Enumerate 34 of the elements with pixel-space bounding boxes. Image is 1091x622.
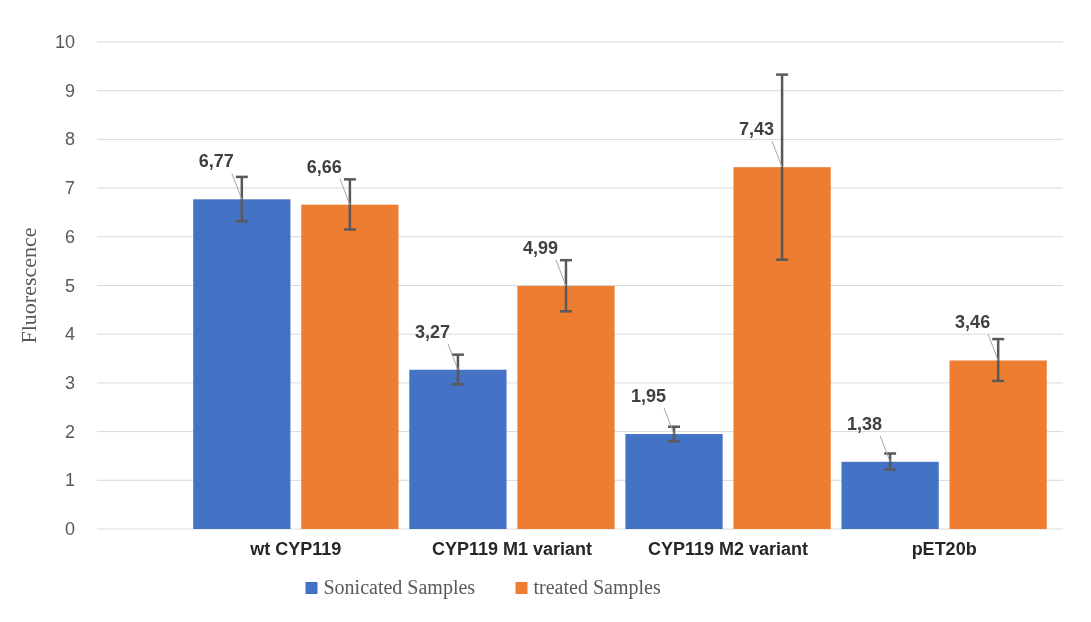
x-tick-label: wt CYP119 [249, 539, 342, 559]
data-label: 6,66 [306, 156, 342, 177]
bar [517, 285, 615, 529]
y-tick-label: 6 [64, 226, 75, 247]
data-label: 1,95 [630, 386, 667, 407]
y-tick-label: 4 [64, 324, 75, 345]
data-label: 4,99 [522, 237, 558, 258]
data-label: 6,77 [198, 151, 234, 172]
bar [625, 434, 723, 529]
bar [733, 167, 831, 529]
data-label: 3,46 [955, 312, 991, 333]
data-label: 7,43 [739, 119, 775, 140]
x-tick-label: CYP119 M1 variant [431, 539, 592, 559]
bar [193, 199, 291, 529]
y-tick-label: 0 [64, 519, 75, 539]
data-label: 3,27 [414, 321, 450, 342]
x-tick-label: CYP119 M2 variant [648, 539, 809, 559]
data-label: 1,38 [847, 413, 883, 434]
y-tick-label: 10 [54, 32, 75, 52]
y-tick-label: 3 [64, 372, 75, 393]
bar [409, 369, 507, 529]
bar [841, 461, 939, 529]
y-tick-label: 8 [64, 129, 75, 150]
y-tick-label: 5 [64, 275, 75, 296]
x-tick-label: pET20b [911, 539, 977, 559]
bar [949, 360, 1047, 529]
legend-label: treated Samples [533, 576, 661, 599]
legend-label: Sonicated Samples [323, 576, 476, 599]
y-tick-label: 1 [64, 470, 75, 491]
y-tick-label: 7 [64, 178, 75, 199]
y-axis-title: Fluorescence [16, 227, 41, 344]
y-tick-label: 9 [64, 80, 75, 101]
bar [301, 204, 399, 529]
y-tick-label: 2 [64, 421, 75, 442]
